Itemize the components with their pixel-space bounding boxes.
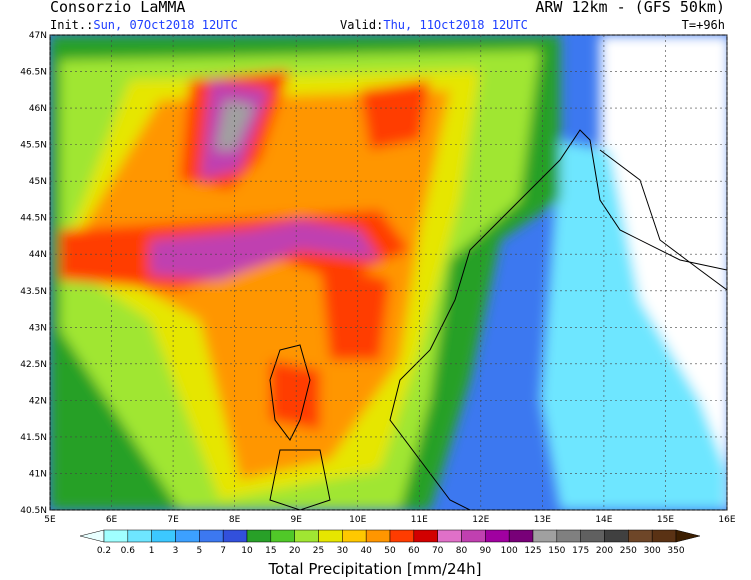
init-label: Init.:Sun, 07Oct2018 12UTC [50,18,238,32]
colorbar-box [294,529,319,543]
colorbar-label: 175 [572,546,589,556]
colorbar-box [127,529,152,543]
colorbar-label: 0.2 [97,546,111,556]
colorbar-label: 0.6 [121,546,136,556]
colorbar-box [413,529,438,543]
lat-label: 41.5N [20,433,47,443]
colorbar-label: 15 [265,546,276,556]
colorbar-box [604,529,629,543]
colorbar: 0.2 0.6 1 3 5 7 10 15 20 25 30 40 50 60 70 80 90 100 125 15… [79,529,701,556]
lat-label: 40.5N [20,506,47,516]
lat-label: 42N [29,396,47,406]
colorbar-box [532,529,558,543]
valid-label: Valid: [340,18,383,32]
colorbar-box [222,529,248,543]
colorbar-arrow [675,529,701,543]
axes: 47N 46.5N 46N 45.5N 45N 44.5N 44N 43.5N 43N 42.5N… [20,31,736,525]
colorbar-label: 30 [337,546,349,556]
colorbar-label: 100 [501,546,518,556]
lat-label: 43N [29,323,47,333]
coastlines [269,129,727,510]
colorbar-box [151,529,176,543]
lat-label: 45.5N [20,141,47,151]
colorbar-label: 50 [384,546,396,556]
colorbar-label: 80 [456,546,468,556]
valid-time: Thu, 11Oct2018 12UTC [383,18,528,32]
map-frame [49,34,728,511]
lat-label: 43.5N [20,287,47,297]
valid-label: Valid:Thu, 11Oct2018 12UTC [340,18,528,32]
lon-label: 10E [349,515,366,525]
precip-field [50,35,727,510]
colorbar-label: 150 [548,546,565,556]
colorbar-label: 70 [432,546,444,556]
model-title: ARW 12km - (GFS 50km) [535,0,725,16]
colorbar-label: 200 [596,546,613,556]
lon-label: 5E [44,515,56,525]
lat-label: 45N [29,177,47,187]
colorbar-box [103,529,129,543]
lat-label: 41N [29,469,47,479]
init-time: Sun, 07Oct2018 12UTC [93,18,238,32]
lon-label: 15E [657,515,674,525]
lon-label: 8E [229,515,241,525]
colorbar-box [270,529,295,543]
colorbar-box [199,529,224,543]
colorbar-label: 3 [173,546,179,556]
lat-label: 46.5N [20,68,47,78]
colorbar-label: 20 [289,546,301,556]
colorbar-label: 90 [480,546,492,556]
colorbar-box [508,529,534,543]
colorbar-arrow [79,529,105,543]
colorbar-box [246,529,272,543]
colorbar-label: 350 [667,546,684,556]
lon-label: 6E [106,515,118,525]
colorbar-box [651,529,677,543]
init-label: Init.: [50,18,93,32]
colorbar-label: 40 [360,546,372,556]
lat-label: 44N [29,250,47,260]
lat-label: 47N [29,31,47,41]
colorbar-label: 10 [241,546,253,556]
colorbar-title: Total Precipitation [mm/24h] [268,560,482,578]
lon-label: 12E [472,515,489,525]
lead-time: T=+96h [682,18,725,32]
colorbar-label: 25 [313,546,324,556]
lat-label: 46N [29,104,47,114]
colorbar-label: 1 [149,546,155,556]
colorbar-box [175,529,200,543]
colorbar-box [318,529,343,543]
colorbar-box [556,529,581,543]
colorbar-box [365,529,391,543]
colorbar-label: 125 [524,546,541,556]
lon-label: 9E [290,515,302,525]
colorbar-box [461,529,486,543]
colorbar-box [628,529,653,543]
colorbar-box [342,529,367,543]
colorbar-box [389,529,415,543]
lon-label: 7E [167,515,179,525]
colorbar-box [485,529,510,543]
colorbar-label: 250 [620,546,637,556]
colorbar-label: 7 [220,546,226,556]
lat-label: 42.5N [20,360,47,370]
lat-label: 44.5N [20,214,47,224]
lon-label: 14E [595,515,612,525]
colorbar-box [437,529,462,543]
lon-label: 13E [534,515,551,525]
colorbar-box [580,529,605,543]
lon-label: 11E [411,515,428,525]
colorbar-label: 60 [408,546,420,556]
colorbar-label: 5 [196,546,202,556]
colorbar-label: 300 [644,546,661,556]
lon-label: 16E [718,515,735,525]
title: Consorzio LaMMA [50,0,185,16]
